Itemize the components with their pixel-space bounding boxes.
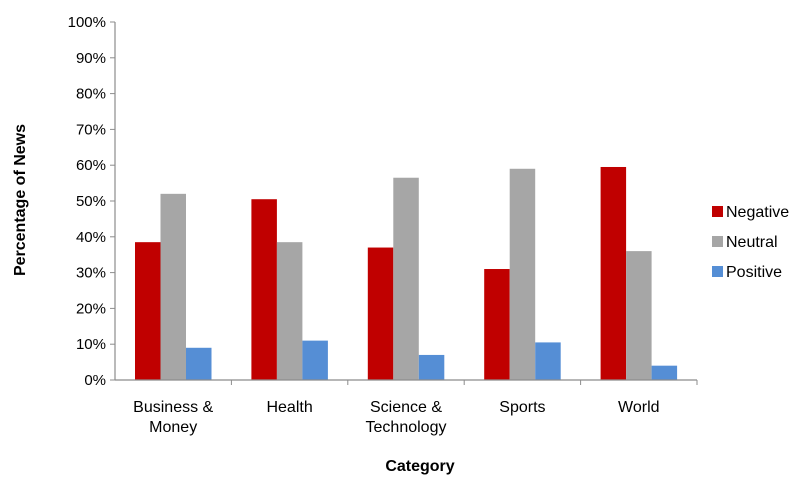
x-category-label: Business & Money (133, 399, 213, 436)
legend: Negative Neutral Positive (712, 204, 789, 281)
bar-positive (186, 347, 212, 380)
bar-neutral (393, 177, 419, 380)
bar-negative (251, 199, 277, 380)
legend-label: Positive (726, 264, 782, 281)
x-category-label: Sports (499, 399, 545, 416)
y-tick-label: 50% (76, 193, 106, 210)
y-tick-label: 70% (76, 121, 106, 138)
x-category-label: Science & Technology (366, 399, 447, 436)
legend-swatch (712, 206, 723, 217)
y-axis-ticks: 0% 10% 20% 30% 40% 50% 60% 70% 80% 90% 100% (68, 14, 115, 389)
y-tick-label: 10% (76, 336, 106, 353)
x-axis-categories: Business & Money Health Science & Technology… (133, 380, 698, 436)
y-tick-label: 20% (76, 300, 106, 317)
bar-negative (600, 166, 627, 380)
bar-negative (484, 269, 510, 380)
y-tick-label: 100% (68, 14, 106, 31)
bar-positive (302, 340, 328, 380)
legend-swatch (712, 266, 723, 277)
y-axis-title: Percentage of News (12, 124, 29, 276)
bar-negative (367, 247, 394, 380)
bar-neutral (276, 242, 303, 380)
legend-label: Neutral (726, 234, 778, 251)
bar-positive (651, 365, 678, 380)
bar-negative (135, 242, 161, 380)
bar-neutral (160, 193, 186, 380)
legend-swatch (712, 236, 723, 247)
y-tick-label: 40% (76, 229, 106, 246)
x-category-label: Health (266, 399, 312, 416)
bar-positive (418, 354, 445, 380)
y-tick-label: 80% (76, 86, 106, 103)
bar-neutral (626, 251, 652, 380)
y-tick-label: 90% (76, 50, 106, 67)
y-tick-label: 60% (76, 157, 106, 174)
bar-neutral (509, 168, 536, 380)
y-tick-label: 0% (84, 372, 106, 389)
bar-positive (535, 342, 561, 380)
y-tick-label: 30% (76, 265, 106, 282)
x-category-label: World (618, 399, 660, 416)
bars (135, 166, 678, 380)
x-axis-title: Category (385, 458, 454, 475)
legend-label: Negative (726, 204, 789, 221)
